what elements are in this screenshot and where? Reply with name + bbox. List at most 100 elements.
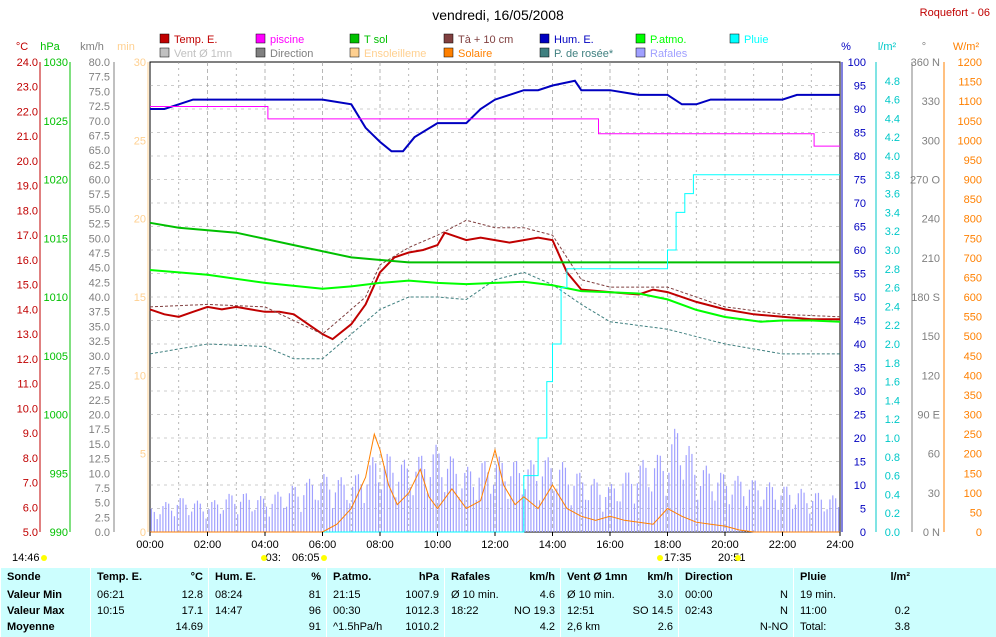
legend-label: Direction: [270, 48, 313, 60]
summary-cell-value: NO 19.3: [514, 605, 555, 617]
summary-row: 10:15 17.1: [97, 605, 203, 621]
axis-tick-label: 10.0: [17, 403, 38, 415]
x-tick-label: 12:00: [481, 539, 509, 551]
summary-header: Sonde: [7, 571, 85, 587]
axis-tick-label: 60.0: [89, 175, 110, 187]
axis-tick-label: 0: [860, 527, 866, 539]
summary-cell-value: 12.8: [181, 589, 203, 601]
axis-tick-label: 7.5: [95, 483, 110, 495]
legend-label: Ensoleilleme: [364, 48, 426, 60]
axis-tick-label: 70.0: [89, 116, 110, 128]
axis-tick-label: 4.6: [885, 95, 900, 107]
axis-tick-label: 55.0: [89, 204, 110, 216]
summary-column: Rafales km/h Ø 10 min. 4.6 18:22 NO 19.3 4.2: [444, 568, 561, 637]
axis-unit: km/h: [80, 41, 104, 53]
summary-cell-value: N-NO: [759, 621, 788, 633]
axis-tick-label: 1.4: [885, 395, 900, 407]
axis-tick-label: 18.0: [17, 205, 38, 217]
axis-tick-label: 62.5: [89, 160, 110, 172]
series-line: [149, 221, 840, 264]
axis-tick-label: 90: [854, 104, 866, 116]
axis-tick-label: 2.0: [885, 339, 900, 351]
summary-header: Pluie l/m²: [800, 571, 910, 587]
summary-header-label: Hum. E.: [215, 571, 256, 583]
summary-cell-value: 81: [308, 589, 321, 601]
series-line: [150, 432, 840, 533]
series-line: [149, 271, 840, 360]
summary-header-label: Pluie: [800, 571, 827, 583]
axis-tick-label: 11.0: [17, 379, 38, 391]
axis-tick-label: 1010: [44, 292, 68, 304]
axis-tick-label: 30.0: [89, 351, 110, 363]
axis-tick-label: 90 E: [917, 410, 940, 422]
summary-cell-value: 14.69: [175, 621, 203, 633]
axis-tick-label: 19.0: [17, 181, 38, 193]
axis-tick-label: 30: [134, 57, 146, 69]
series-line: [150, 106, 840, 147]
summary-row: 14.69: [97, 621, 203, 637]
summary-cell-value: 2.6: [657, 621, 673, 633]
legend-label: T sol: [364, 34, 388, 46]
axis-tick-label: 800: [964, 214, 982, 226]
summary-row: 91: [215, 621, 321, 637]
summary-cell-value: 1007.9: [405, 589, 439, 601]
axis-tick-label: 4.0: [885, 151, 900, 163]
axis-tick-label: 1030: [44, 57, 68, 69]
axis-tick-label: 32.5: [89, 336, 110, 348]
summary-row: 11:00 0.2: [800, 605, 910, 621]
wind-bars: [150, 428, 840, 532]
axis-tick-label: 100: [848, 57, 866, 69]
axis-tick-label: 15.0: [89, 439, 110, 451]
x-tick-label: 00:00: [136, 539, 164, 551]
axis-tick-label: 15: [854, 457, 866, 469]
axis-unit: °: [922, 41, 926, 53]
summary-header: Rafales km/h: [451, 571, 555, 587]
axis-tick-label: 200: [964, 449, 982, 461]
summary-header-unit: °C: [190, 571, 203, 583]
summary-cell-time: 12:51: [567, 605, 595, 617]
summary-cell-time: 00:00: [685, 589, 713, 601]
chart-title: vendredi, 16/05/2008: [432, 7, 564, 23]
axis-tick-label: 16.0: [17, 255, 38, 267]
station-name: Roquefort - 06: [920, 7, 990, 19]
axis-tick-label: 1.8: [885, 358, 900, 370]
axis-tick-label: 45.0: [89, 263, 110, 275]
axis-tick-label: 50.0: [89, 233, 110, 245]
axis-tick-label: 22.0: [17, 106, 38, 118]
axis-tick-label: 95: [854, 81, 866, 93]
axis-unit: %: [841, 41, 851, 53]
sun-marker: [321, 555, 327, 561]
axis-tick-label: 1.0: [885, 433, 900, 445]
legend-label: Temp. E.: [174, 34, 217, 46]
summary-header: Vent Ø 1mn km/h: [567, 571, 673, 587]
axis-tick-label: 7.0: [23, 478, 38, 490]
summary-cell-value: 17.1: [181, 605, 203, 617]
x-tick-label: 02:00: [194, 539, 222, 551]
series-line: [149, 219, 841, 335]
legend-swatch: [349, 33, 360, 44]
summary-header: P.atmo. hPa: [333, 571, 439, 587]
axis-tick-label: 55: [854, 269, 866, 281]
plot-grid: [150, 62, 840, 532]
summary-column: Pluie l/m² 19 min. 11:00 0.2 Total: 3.8: [793, 568, 916, 637]
legend-label: Rafales: [650, 48, 688, 60]
axis-tick-label: 3.2: [885, 226, 900, 238]
summary-cell-time: 18:22: [451, 605, 479, 617]
summary-row: 00:30 1012.3: [333, 605, 439, 621]
summary-row: 19 min.: [800, 589, 910, 605]
legend-swatch: [635, 47, 646, 58]
x-tick-label: 08:00: [366, 539, 394, 551]
summary-header-label: Rafales: [451, 571, 491, 583]
axis-tick-label: 25: [854, 410, 866, 422]
axis-tick-label: 1050: [958, 116, 982, 128]
summary-header-label: Sonde: [7, 571, 41, 583]
summary-cell-time: ^1.5hPa/h: [333, 621, 383, 633]
axis-tick-label: 57.5: [89, 189, 110, 201]
axis-tick-label: 45: [854, 316, 866, 328]
axis-tick-label: 240: [922, 214, 940, 226]
axis-tick-label: 17.0: [17, 230, 38, 242]
axis-tick-label: 100: [964, 488, 982, 500]
axis-tick-label: 40: [854, 339, 866, 351]
summary-cell-time: 11:00: [800, 605, 827, 617]
summary-cell-value: N: [780, 589, 788, 601]
